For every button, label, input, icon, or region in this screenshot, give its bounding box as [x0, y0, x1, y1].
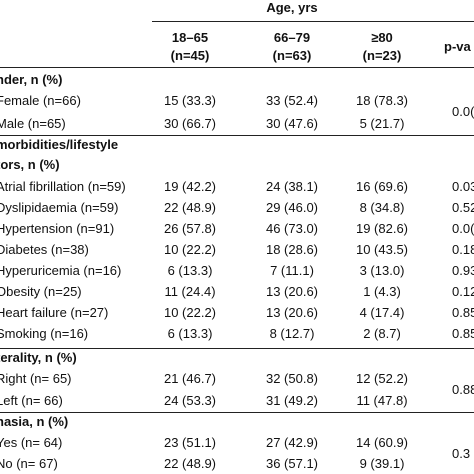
- header-rule-top: [152, 21, 474, 22]
- row-cell: 2 (8.7): [363, 326, 401, 341]
- age-group-title: Age, yrs: [266, 0, 318, 15]
- row-cell: 3 (13.0): [359, 263, 405, 278]
- p-value-cell: 0.0(: [452, 104, 474, 119]
- row-cell: 13 (20.6): [265, 305, 319, 320]
- row-cell: 22 (48.9): [163, 200, 217, 215]
- row-cell: 12 (52.2): [355, 371, 409, 386]
- row-cell: 36 (57.1): [265, 456, 319, 471]
- row-cell: 24 (38.1): [265, 179, 319, 194]
- group-3-range: ≥80: [371, 30, 393, 45]
- row-cell: 18 (78.3): [355, 93, 409, 108]
- p-value-cell: 0.85: [452, 305, 474, 320]
- group-1-n: (n=45): [170, 48, 210, 63]
- row-cell: 4 (17.4): [359, 305, 405, 320]
- header-rule-bottom: [0, 67, 474, 68]
- p-value-cell: 0.88: [452, 382, 474, 397]
- row-cell: 7 (11.1): [270, 263, 314, 278]
- row-label: Male (n=65): [0, 116, 66, 131]
- row-cell: 31 (49.2): [265, 393, 319, 408]
- row-cell: 29 (46.0): [265, 200, 319, 215]
- row-label: Female (n=66): [0, 93, 81, 108]
- p-value-title: p-va: [444, 39, 471, 54]
- p-value-cell: 0.03: [452, 179, 474, 194]
- p-value-cell: 0.52: [452, 200, 474, 215]
- p-value-cell: 0.18: [452, 242, 474, 257]
- row-cell: 6 (13.3): [167, 326, 213, 341]
- row-cell: 26 (57.8): [163, 221, 217, 236]
- section-comorbidities-title-2: tors, n (%): [0, 157, 60, 172]
- p-value-cell: 0.12: [452, 284, 474, 299]
- row-cell: 6 (13.3): [167, 263, 213, 278]
- group-2-range: 66–79: [273, 30, 311, 45]
- group-3-n: (n=23): [362, 48, 402, 63]
- row-cell: 32 (50.8): [265, 371, 319, 386]
- row-cell: 5 (21.7): [359, 116, 405, 131]
- row-cell: 11 (24.4): [164, 284, 216, 299]
- row-cell: 15 (33.3): [163, 93, 217, 108]
- row-cell: 16 (69.6): [355, 179, 409, 194]
- row-cell: 33 (52.4): [265, 93, 319, 108]
- row-cell: 8 (34.8): [359, 200, 405, 215]
- row-cell: 10 (22.2): [163, 305, 217, 320]
- row-cell: 18 (28.6): [265, 242, 319, 257]
- p-value-cell: 0.0(: [452, 221, 474, 236]
- row-label: Atrial fibrillation (n=59): [0, 179, 126, 194]
- section-rule: [0, 412, 474, 413]
- row-label: Obesity (n=25): [0, 284, 82, 299]
- group-2-n: (n=63): [272, 48, 312, 63]
- row-cell: 30 (47.6): [265, 116, 319, 131]
- row-label: Diabetes (n=38): [0, 242, 89, 257]
- row-label: Smoking (n=16): [0, 326, 89, 341]
- row-cell: 1 (4.3): [363, 284, 401, 299]
- row-cell: 24 (53.3): [163, 393, 217, 408]
- row-cell: 21 (46.7): [163, 371, 217, 386]
- row-cell: 13 (20.6): [265, 284, 319, 299]
- section-gender-title: nder, n (%): [0, 72, 63, 87]
- section-laterality-title: terality, n (%): [0, 350, 77, 365]
- section-aphasia-title: hasia, n (%): [0, 414, 69, 429]
- row-cell: 30 (66.7): [163, 116, 217, 131]
- row-cell: 19 (82.6): [355, 221, 409, 236]
- row-cell: 10 (22.2): [163, 242, 217, 257]
- row-cell: 23 (51.1): [163, 435, 217, 450]
- row-label: Yes (n= 64): [0, 435, 63, 450]
- p-value-cell: 0.85: [452, 326, 474, 341]
- row-label: Left (n= 66): [0, 393, 63, 408]
- group-1-range: 18–65: [171, 30, 209, 45]
- section-rule: [0, 348, 474, 349]
- row-label: No (n= 67): [0, 456, 58, 471]
- row-label: Hypertension (n=91): [0, 221, 115, 236]
- section-rule: [0, 135, 474, 136]
- row-cell: 8 (12.7): [269, 326, 315, 341]
- section-comorbidities-title-1: morbidities/lifestyle: [0, 137, 119, 152]
- row-cell: 46 (73.0): [265, 221, 319, 236]
- row-label: Hyperuricemia (n=16): [0, 263, 122, 278]
- row-label: Dyslipidaemia (n=59): [0, 200, 119, 215]
- row-cell: 19 (42.2): [163, 179, 217, 194]
- row-label: Right (n= 65): [0, 371, 72, 386]
- row-cell: 10 (43.5): [355, 242, 409, 257]
- p-value-cell: 0.93: [452, 263, 474, 278]
- row-cell: 9 (39.1): [359, 456, 405, 471]
- p-value-cell: 0.3: [452, 446, 471, 461]
- row-label: Heart failure (n=27): [0, 305, 109, 320]
- row-cell: 27 (42.9): [265, 435, 319, 450]
- row-cell: 14 (60.9): [355, 435, 409, 450]
- row-cell: 22 (48.9): [163, 456, 217, 471]
- row-cell: 11 (47.8): [356, 393, 408, 408]
